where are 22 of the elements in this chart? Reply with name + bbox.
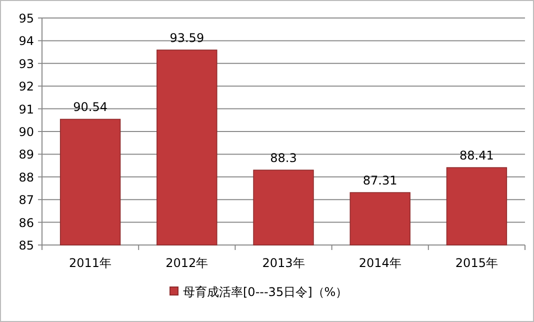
x-tick-label: 2014年 [358,256,402,270]
legend-label: 母育成活率[0---35日令]（%） [183,285,348,299]
y-tick-label: 90 [18,125,34,139]
y-tick-label: 86 [18,216,34,230]
y-tick-label: 91 [18,102,34,116]
x-tick-label: 2015年 [455,256,498,270]
y-tick-label: 95 [18,12,34,26]
y-tick-label: 88 [18,170,34,184]
data-label: 87.31 [362,174,398,188]
y-tick-label: 94 [18,34,34,48]
data-label: 93.59 [170,31,204,46]
x-tick-label: 2013年 [262,256,305,270]
data-label: 88.3 [270,151,297,166]
y-tick-label: 89 [18,148,34,162]
x-tick-label: 2012年 [166,256,208,270]
y-tick-label: 85 [18,238,34,252]
data-label: 90.54 [73,100,108,114]
y-tick-label: 93 [18,56,34,71]
x-tick-label: 2011年 [69,256,112,270]
y-tick-label: 87 [18,193,34,208]
y-tick-label: 92 [18,80,34,94]
data-label: 88.41 [460,148,494,163]
